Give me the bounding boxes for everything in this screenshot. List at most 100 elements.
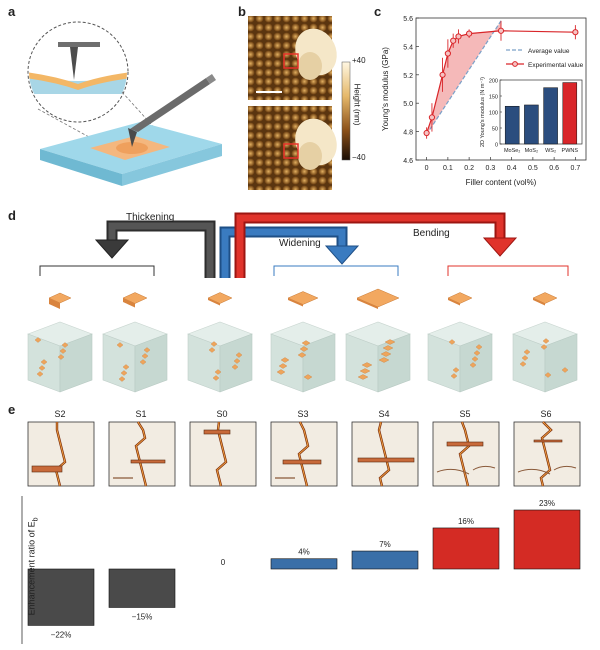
zoom-cantilever (58, 42, 100, 47)
nanosheet-side (123, 298, 135, 308)
y-tick-label: 5.4 (403, 44, 413, 51)
enhancement-ylabel: Enhancement ratio of Eb (27, 501, 40, 631)
inset-y-tick-label: 200 (489, 79, 498, 85)
afm-schematic (27, 21, 222, 186)
crack-path-glow (378, 421, 390, 487)
afm-region-box-bottom (283, 143, 299, 159)
sample-title-s1: S1 (135, 409, 147, 419)
nanosheet-side (49, 298, 60, 309)
inset-bar (562, 82, 578, 145)
crack-path-glow (135, 421, 147, 487)
embedded-flake (120, 370, 128, 376)
widening-bracket (273, 265, 399, 276)
embedded-flake (561, 367, 569, 373)
bar-value-label: 7% (379, 540, 391, 549)
embedded-flake (448, 339, 456, 345)
crack-path-glow (540, 421, 552, 487)
embedded-flake (231, 364, 239, 370)
inset-y-tick-label: 0 (495, 143, 498, 149)
nanosheet-side (533, 298, 545, 306)
inset-y-tick-label: 100 (489, 111, 498, 117)
plot-frame (415, 17, 587, 161)
embedded-flake (276, 369, 286, 375)
flake-bridge (31, 465, 63, 473)
nanosheet-flake (447, 292, 473, 304)
sample-title-s2: S2 (54, 409, 66, 419)
embedded-flake (210, 341, 218, 347)
x-tick-label: 0.7 (571, 165, 581, 172)
y-tick-label: 4.8 (403, 130, 413, 137)
nanosheet-flake (532, 292, 558, 304)
enhancement-ylabel-text: Enhancement ratio of E (26, 521, 37, 616)
inset-bar (504, 105, 520, 145)
nanosheet-side (448, 298, 460, 306)
crack-path-glow (459, 421, 470, 487)
embedded-flake (384, 339, 396, 345)
experimental-point (423, 129, 430, 137)
embedded-flake (452, 367, 460, 373)
bending-label: Bending (413, 228, 450, 239)
embedded-flake (143, 347, 151, 353)
embedded-flake (382, 345, 394, 351)
y-tick-label: 4.6 (403, 158, 413, 165)
embedded-flake (59, 348, 67, 354)
afm-images (248, 16, 351, 190)
embedded-flake (303, 374, 313, 380)
legend-experimental-label: Experimental value (528, 62, 584, 69)
nanosheet-side (357, 298, 378, 309)
enhancement-ylabel-sub: b (32, 517, 40, 522)
composite-cube-right (544, 333, 578, 393)
composite-cube-right (134, 333, 168, 393)
x-axis-label: Filler content (vol%) (466, 178, 537, 187)
enhancement-bar (27, 568, 95, 626)
sample-title-s6: S6 (540, 409, 552, 419)
flake-bridge (203, 429, 231, 435)
sample-title-s3: S3 (297, 409, 309, 419)
enhancement-bar (513, 509, 581, 570)
experimental-point (455, 33, 462, 40)
inset-y-tick-label: 50 (492, 127, 498, 133)
flake-bridge (130, 459, 166, 464)
height-colorbar (341, 61, 351, 161)
average-value-line (426, 20, 502, 135)
bar-value-label: 0 (221, 558, 226, 567)
inset-bar (543, 87, 558, 145)
embedded-flake (301, 340, 311, 346)
embedded-flake (380, 351, 392, 357)
embedded-flake (57, 354, 65, 360)
x-tick-label: 0.4 (507, 165, 517, 172)
embedded-flake (214, 369, 222, 375)
widening-label: Widening (279, 238, 321, 249)
thickening-label: Thickening (126, 212, 175, 223)
x-tick-label: 0.5 (528, 165, 538, 172)
crack-path-glow (55, 422, 66, 487)
embedded-flake (357, 374, 369, 380)
y-tick-label: 5.6 (403, 16, 413, 23)
sample-title-s4: S4 (378, 409, 390, 419)
bar-value-label: 16% (458, 517, 474, 526)
inset-y-tick-label: 150 (489, 95, 498, 101)
strategy-schematic (27, 212, 578, 393)
embedded-flake (361, 362, 373, 368)
legend-average-label: Average value (528, 48, 570, 55)
embedded-flake (540, 344, 548, 350)
embedded-flake (212, 375, 220, 381)
y-tick-label: 5.0 (403, 101, 413, 108)
embedded-flake (280, 357, 290, 363)
nanosheet-side (288, 298, 303, 307)
nanosheet-flake (287, 291, 319, 305)
embedded-flake (233, 358, 241, 364)
experimental-point (497, 27, 505, 34)
x-tick-label: 0 (425, 165, 429, 172)
x-tick-label: 0.3 (486, 165, 496, 172)
crack-path-glow (298, 421, 309, 487)
embedded-flake (34, 337, 42, 343)
colorbar-bottom-label: −40 (352, 153, 366, 162)
bar-value-label: 4% (298, 548, 310, 557)
colorbar-top-label: +40 (352, 56, 366, 65)
crack-image-frame (27, 421, 95, 487)
x-tick-label: 0.2 (464, 165, 474, 172)
x-tick-label: 0.1 (443, 165, 453, 172)
inset-category-label: MoSe₂ (504, 148, 521, 154)
panel-label-b: b (238, 4, 246, 19)
